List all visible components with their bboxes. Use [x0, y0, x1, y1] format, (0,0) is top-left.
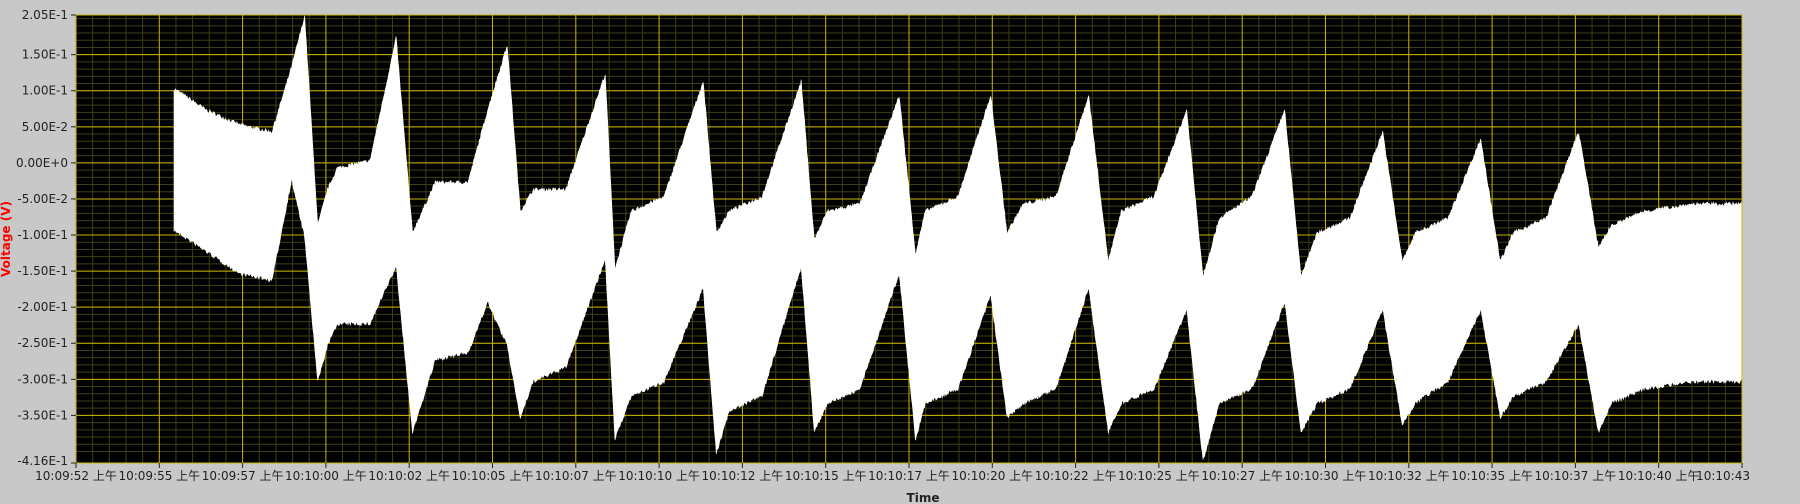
x-tick-label: 10:09:57 上午 [202, 469, 284, 483]
x-tick-label: 10:10:27 上午 [1201, 469, 1283, 483]
x-tick-label: 10:10:32 上午 [1368, 469, 1450, 483]
voltage-trace [173, 15, 1742, 460]
x-tick-label: 10:10:15 上午 [785, 469, 867, 483]
x-tick-label: 10:10:02 上午 [368, 469, 450, 483]
x-tick-label: 10:10:00 上午 [285, 469, 367, 483]
y-tick-label: -1.50E-1 [17, 264, 68, 278]
y-tick-label: -2.50E-1 [17, 336, 68, 350]
x-tick-label: 10:10:43 [1696, 469, 1750, 483]
x-tick-label: 10:10:37 上午 [1535, 469, 1617, 483]
x-tick-label: 10:10:20 上午 [951, 469, 1033, 483]
y-tick-label: 5.00E-2 [22, 120, 68, 134]
x-axis-ticks: 10:09:52 上午 10:09:55 上午 10:09:57 上午 10:10:0… [35, 463, 1750, 483]
y-axis-ticks: 2.05E-1 1.50E-1 1.00E-1 5.00E-2 0.00E+0 -5.00… [16, 8, 76, 468]
y-tick-label: 1.50E-1 [22, 48, 68, 62]
x-tick-label: 10:10:12 上午 [702, 469, 784, 483]
x-tick-label: 10:10:30 上午 [1285, 469, 1367, 483]
x-axis-label: Time [907, 491, 940, 504]
y-tick-label: 2.05E-1 [22, 8, 68, 22]
y-tick-label: -1.00E-1 [17, 228, 68, 242]
y-tick-label: -4.16E-1 [17, 454, 68, 468]
y-tick-label: -5.00E-2 [17, 192, 68, 206]
x-tick-label: 10:10:05 上午 [452, 469, 534, 483]
x-tick-label: 10:09:52 上午 [35, 469, 117, 483]
x-tick-label: 10:10:17 上午 [868, 469, 950, 483]
y-tick-label: 1.00E-1 [22, 84, 68, 98]
y-axis-label: Voltage (V) [0, 201, 13, 277]
y-tick-label: -3.00E-1 [17, 372, 68, 386]
x-tick-label: 10:09:55 上午 [118, 469, 200, 483]
x-tick-label: 10:10:25 上午 [1118, 469, 1200, 483]
x-tick-label: 10:10:10 上午 [618, 469, 700, 483]
x-tick-label: 10:10:35 上午 [1451, 469, 1533, 483]
y-tick-label: 0.00E+0 [16, 156, 68, 170]
x-tick-label: 10:10:22 上午 [1035, 469, 1117, 483]
y-tick-label: -3.50E-1 [17, 408, 68, 422]
y-tick-label: -2.00E-1 [17, 300, 68, 314]
x-tick-label: 10:10:07 上午 [535, 469, 617, 483]
x-tick-label: 10:10:40 上午 [1618, 469, 1700, 483]
